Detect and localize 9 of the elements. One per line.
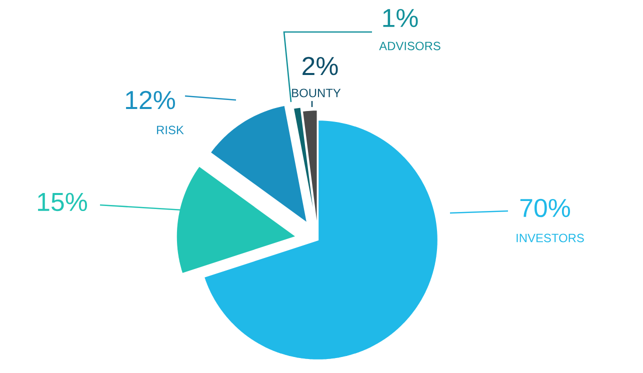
- slice-label: INVESTORS: [516, 234, 584, 242]
- slice-label: RISK: [157, 126, 184, 134]
- slice-label: ADVISORS: [379, 42, 440, 50]
- slice-label: BOUNTY: [292, 88, 341, 98]
- data-label: 70%: [520, 198, 570, 218]
- data-label: 2%: [302, 56, 338, 76]
- data-label: 12%: [126, 90, 175, 110]
- data-label: 15%: [38, 192, 87, 212]
- data-label: 1%: [383, 8, 418, 28]
